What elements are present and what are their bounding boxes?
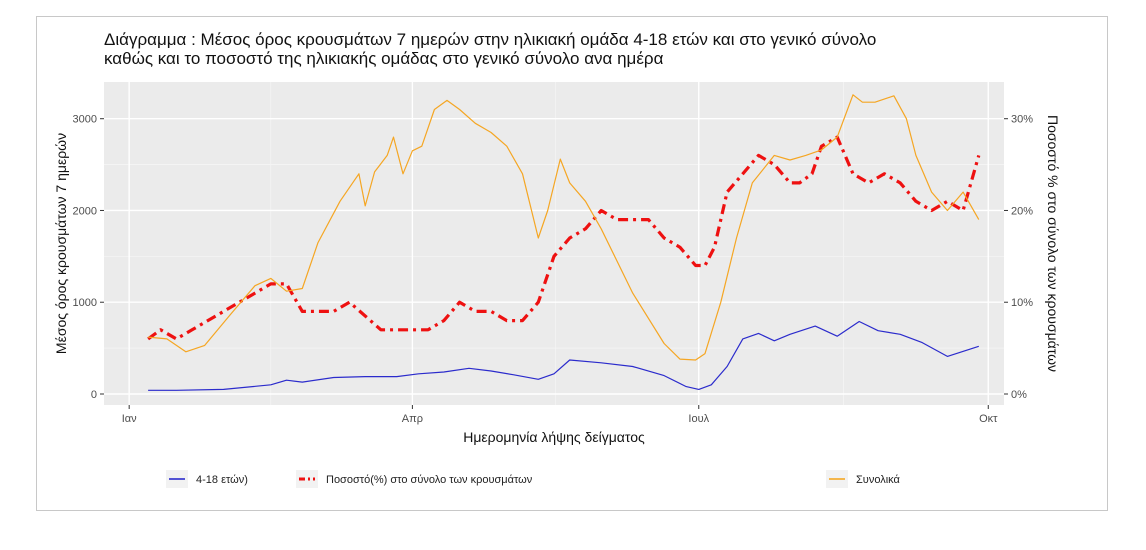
- series-line-3: [148, 94, 980, 361]
- y-right-tick-label: 20%: [1011, 205, 1033, 217]
- legend-key-2: [296, 470, 318, 488]
- legend-label-2: Ποσοστό(%) στο σύνολο των κρουσμάτων: [326, 474, 533, 486]
- y-left-tick-label: 2000: [73, 205, 97, 217]
- legend-label-1: 4-18 ετών): [196, 474, 248, 486]
- y-left-tick-label: 0: [91, 389, 97, 401]
- x-tick-label: Ιαν: [122, 413, 137, 425]
- x-tick-label: Ιουλ: [688, 413, 709, 425]
- x-tick-label: Απρ: [402, 413, 423, 425]
- y-left-axis-title: Μέσος όρος κρουσμάτων 7 ημερών: [53, 133, 69, 354]
- y-left-tick-label: 1000: [73, 297, 97, 309]
- x-axis-title: Ημερομηνία λήψης δείγματος: [463, 429, 645, 445]
- y-left-tick-label: 3000: [73, 114, 97, 126]
- x-tick-label: Οκτ: [979, 413, 998, 425]
- y-right-tick-label: 10%: [1011, 297, 1033, 309]
- series-line-1: [148, 320, 979, 391]
- chart-title: Διάγραμμα : Μέσος όρος κρουσμάτων 7 ημερ…: [104, 30, 876, 68]
- y-right-tick-label: 30%: [1011, 114, 1033, 126]
- legend-label-3: Συνολικά: [856, 474, 901, 486]
- chart-title-line-2: καθώς και το ποσοστό της ηλικιακής ομάδα…: [104, 49, 664, 68]
- chart-title-line-1: Διάγραμμα : Μέσος όρος κρουσμάτων 7 ημερ…: [104, 30, 877, 49]
- plot-panel: [104, 82, 1004, 405]
- y-right-tick-label: 0%: [1011, 389, 1027, 401]
- y-right-axis-title: Ποσοστό % στο σύνολο των κρουσμάτων: [1045, 115, 1061, 372]
